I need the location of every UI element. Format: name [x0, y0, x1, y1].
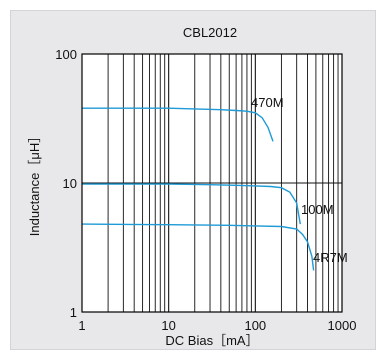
x-tick-label: 1000 — [328, 318, 357, 333]
x-tick-label: 10 — [161, 318, 175, 333]
series-label-100M: 100M — [301, 202, 334, 217]
x-tick-label: 100 — [244, 318, 266, 333]
y-tick-labels: 1 10 100 — [55, 47, 77, 320]
curves — [81, 107, 315, 271]
plot-frame — [81, 53, 343, 313]
series-line-100M — [82, 183, 301, 225]
x-axis-title: DC Bias［mA］ — [165, 333, 258, 348]
x-tick-labels: 1 10 100 1000 — [78, 318, 356, 333]
y-tick-label: 1 — [70, 305, 77, 320]
x-tick-label: 1 — [78, 318, 85, 333]
grid-lines — [82, 54, 342, 312]
series-label-4R7M: 4R7M — [313, 250, 348, 265]
series-line-4R7M — [81, 223, 315, 271]
curve-labels: 470M 100M 4R7M — [251, 95, 348, 265]
y-axis-title: Inductance［μH］ — [27, 130, 42, 236]
y-tick-label: 100 — [55, 47, 77, 62]
series-label-470M: 470M — [251, 95, 284, 110]
chart-title: CBL2012 — [183, 25, 237, 40]
y-tick-label: 10 — [63, 176, 77, 191]
series-line-470M — [82, 107, 274, 142]
